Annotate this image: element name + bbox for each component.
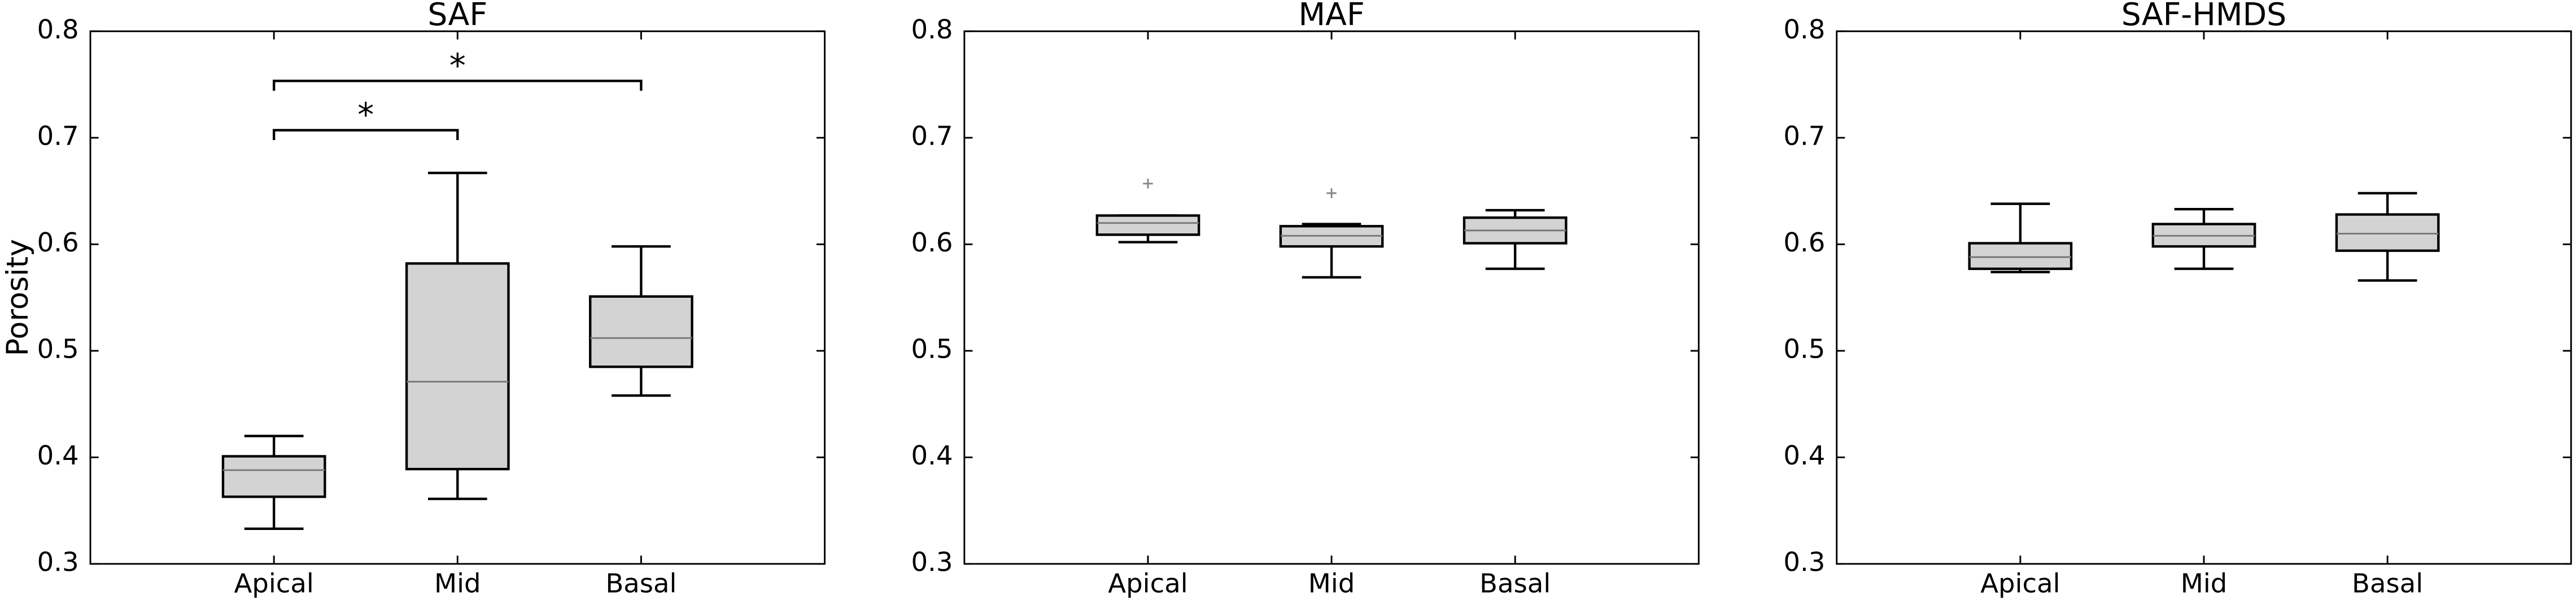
y-tick-label: 0.7: [1783, 120, 1825, 151]
significance-bracket: [272, 79, 643, 91]
outlier: [1143, 179, 1153, 189]
plot-frame: [963, 30, 1700, 565]
y-tick-label: 0.5: [37, 333, 79, 364]
y-tick-label: 0.7: [37, 120, 79, 151]
y-tick-label: 0.5: [911, 333, 953, 364]
chart-title: SAF-HMDS: [2121, 0, 2287, 33]
x-tick-label: Basal: [2352, 568, 2423, 598]
x-tick-label: Apical: [234, 568, 313, 598]
x-tick-label: Apical: [1108, 568, 1187, 598]
x-tick-label: Mid: [2181, 568, 2228, 598]
box: [2335, 213, 2440, 252]
x-tick-label: Mid: [1308, 568, 1355, 598]
box: [589, 295, 693, 368]
significance-label: *: [449, 46, 466, 85]
x-tick-label: Apical: [1980, 568, 2060, 598]
box: [221, 455, 326, 498]
y-tick-label: 0.4: [1783, 440, 1825, 471]
significance-bracket: [272, 129, 459, 140]
y-tick-label: 0.3: [37, 546, 79, 577]
y-tick-label: 0.6: [37, 227, 79, 258]
y-tick-label: 0.4: [37, 440, 79, 471]
y-tick-label: 0.8: [911, 14, 953, 45]
significance-label: *: [357, 95, 374, 134]
box: [405, 262, 510, 471]
x-tick-label: Mid: [434, 568, 481, 598]
chart-title: MAF: [1298, 0, 1364, 33]
y-tick-label: 0.3: [911, 546, 953, 577]
y-tick-label: 0.6: [911, 227, 953, 258]
chart-title: SAF: [427, 0, 487, 33]
y-tick-label: 0.4: [911, 440, 953, 471]
box: [1095, 214, 1200, 236]
y-tick-label: 0.3: [1783, 546, 1825, 577]
y-tick-label: 0.7: [911, 120, 953, 151]
y-tick-label: 0.5: [1783, 333, 1825, 364]
outlier: [1326, 188, 1337, 198]
box: [1968, 242, 2073, 270]
y-axis-label: Porosity: [1, 239, 35, 356]
x-tick-label: Basal: [605, 568, 676, 598]
x-tick-label: Basal: [1479, 568, 1551, 598]
y-tick-label: 0.6: [1783, 227, 1825, 258]
y-tick-label: 0.8: [1783, 14, 1825, 45]
y-tick-label: 0.8: [37, 14, 79, 45]
plot-frame: [1836, 30, 2572, 565]
